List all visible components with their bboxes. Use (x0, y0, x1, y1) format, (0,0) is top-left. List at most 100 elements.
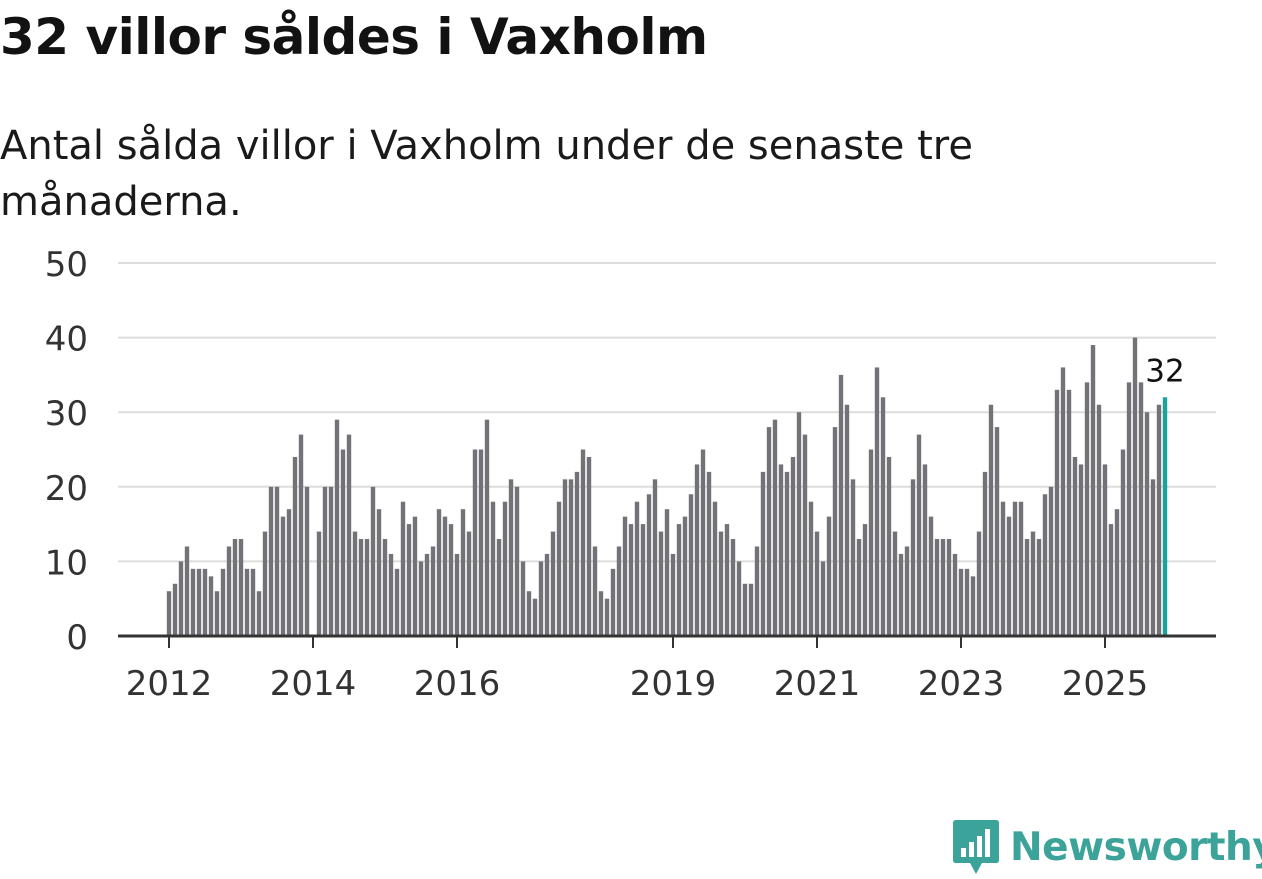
bar (880, 397, 886, 636)
bar (952, 553, 958, 636)
bar (436, 509, 442, 636)
bar (826, 516, 832, 636)
bar (1030, 531, 1036, 636)
bar (766, 427, 772, 636)
bar (580, 449, 586, 636)
bar (418, 561, 424, 636)
bar (550, 531, 556, 636)
bar (172, 583, 178, 636)
bar (1156, 404, 1162, 636)
bar (754, 546, 760, 636)
bar (202, 568, 208, 636)
bar (838, 374, 844, 636)
bar (772, 419, 778, 636)
bar (220, 568, 226, 636)
bar (1024, 539, 1030, 636)
bar (520, 561, 526, 636)
x-tick-label: 2016 (414, 664, 501, 704)
bar (1132, 337, 1138, 636)
bar (472, 449, 478, 636)
bar (424, 553, 430, 636)
bar (322, 486, 328, 636)
bar (1078, 464, 1084, 636)
bar (892, 531, 898, 636)
bar (370, 486, 376, 636)
bar (1102, 464, 1108, 636)
bar (526, 591, 532, 636)
bar (226, 546, 232, 636)
x-tick-label: 2014 (270, 664, 357, 704)
x-tick-label: 2025 (1062, 664, 1149, 704)
bar (382, 539, 388, 636)
bar (736, 561, 742, 636)
bar (628, 524, 634, 636)
bar (1066, 389, 1072, 636)
bar (862, 524, 868, 636)
bar (652, 479, 658, 636)
bar (712, 501, 718, 636)
bar (634, 501, 640, 636)
y-tick-label: 40 (45, 320, 88, 360)
bar (844, 404, 850, 636)
bar (586, 456, 592, 636)
bar (364, 539, 370, 636)
bar (748, 583, 754, 636)
bar (970, 576, 976, 636)
bar (430, 546, 436, 636)
bar (964, 568, 970, 636)
bar (670, 553, 676, 636)
bar (664, 509, 670, 636)
bar (1150, 479, 1156, 636)
bar (616, 546, 622, 636)
bar (898, 553, 904, 636)
bar (814, 531, 820, 636)
bar (928, 516, 934, 636)
bar (442, 516, 448, 636)
bar (682, 516, 688, 636)
bar (592, 546, 598, 636)
bar (274, 486, 280, 636)
bar (496, 539, 502, 636)
bar (916, 434, 922, 636)
bar (538, 561, 544, 636)
bar (1006, 516, 1012, 636)
bar (484, 419, 490, 636)
bar (1042, 494, 1048, 636)
bar (352, 531, 358, 636)
bar (994, 427, 1000, 636)
y-tick-label: 20 (45, 469, 88, 509)
bar (232, 539, 238, 636)
bar (514, 486, 520, 636)
bar (562, 479, 568, 636)
brand-logo: Newsworthy (952, 818, 1262, 876)
bar (604, 598, 610, 636)
bar (808, 501, 814, 636)
newsworthy-logo-icon (953, 820, 999, 874)
bar (184, 546, 190, 636)
bar (940, 539, 946, 636)
bar (244, 568, 250, 636)
bar (1012, 501, 1018, 636)
bar (676, 524, 682, 636)
bar (784, 471, 790, 636)
bar (1120, 449, 1126, 636)
bar (610, 568, 616, 636)
bar (1060, 367, 1066, 636)
bar (568, 479, 574, 636)
bar (238, 539, 244, 636)
bar (718, 531, 724, 636)
bar (958, 568, 964, 636)
bar (304, 486, 310, 636)
bar (454, 553, 460, 636)
bar (598, 591, 604, 636)
chart-title: 32 villor såldes i Vaxholm (0, 8, 708, 66)
bar (934, 539, 940, 636)
bar (1138, 382, 1144, 636)
chart-subtitle: Antal sålda villor i Vaxholm under de se… (0, 123, 973, 225)
bar (904, 546, 910, 636)
bar (508, 479, 514, 636)
bar (688, 494, 694, 636)
bar (724, 524, 730, 636)
bar (832, 427, 838, 636)
